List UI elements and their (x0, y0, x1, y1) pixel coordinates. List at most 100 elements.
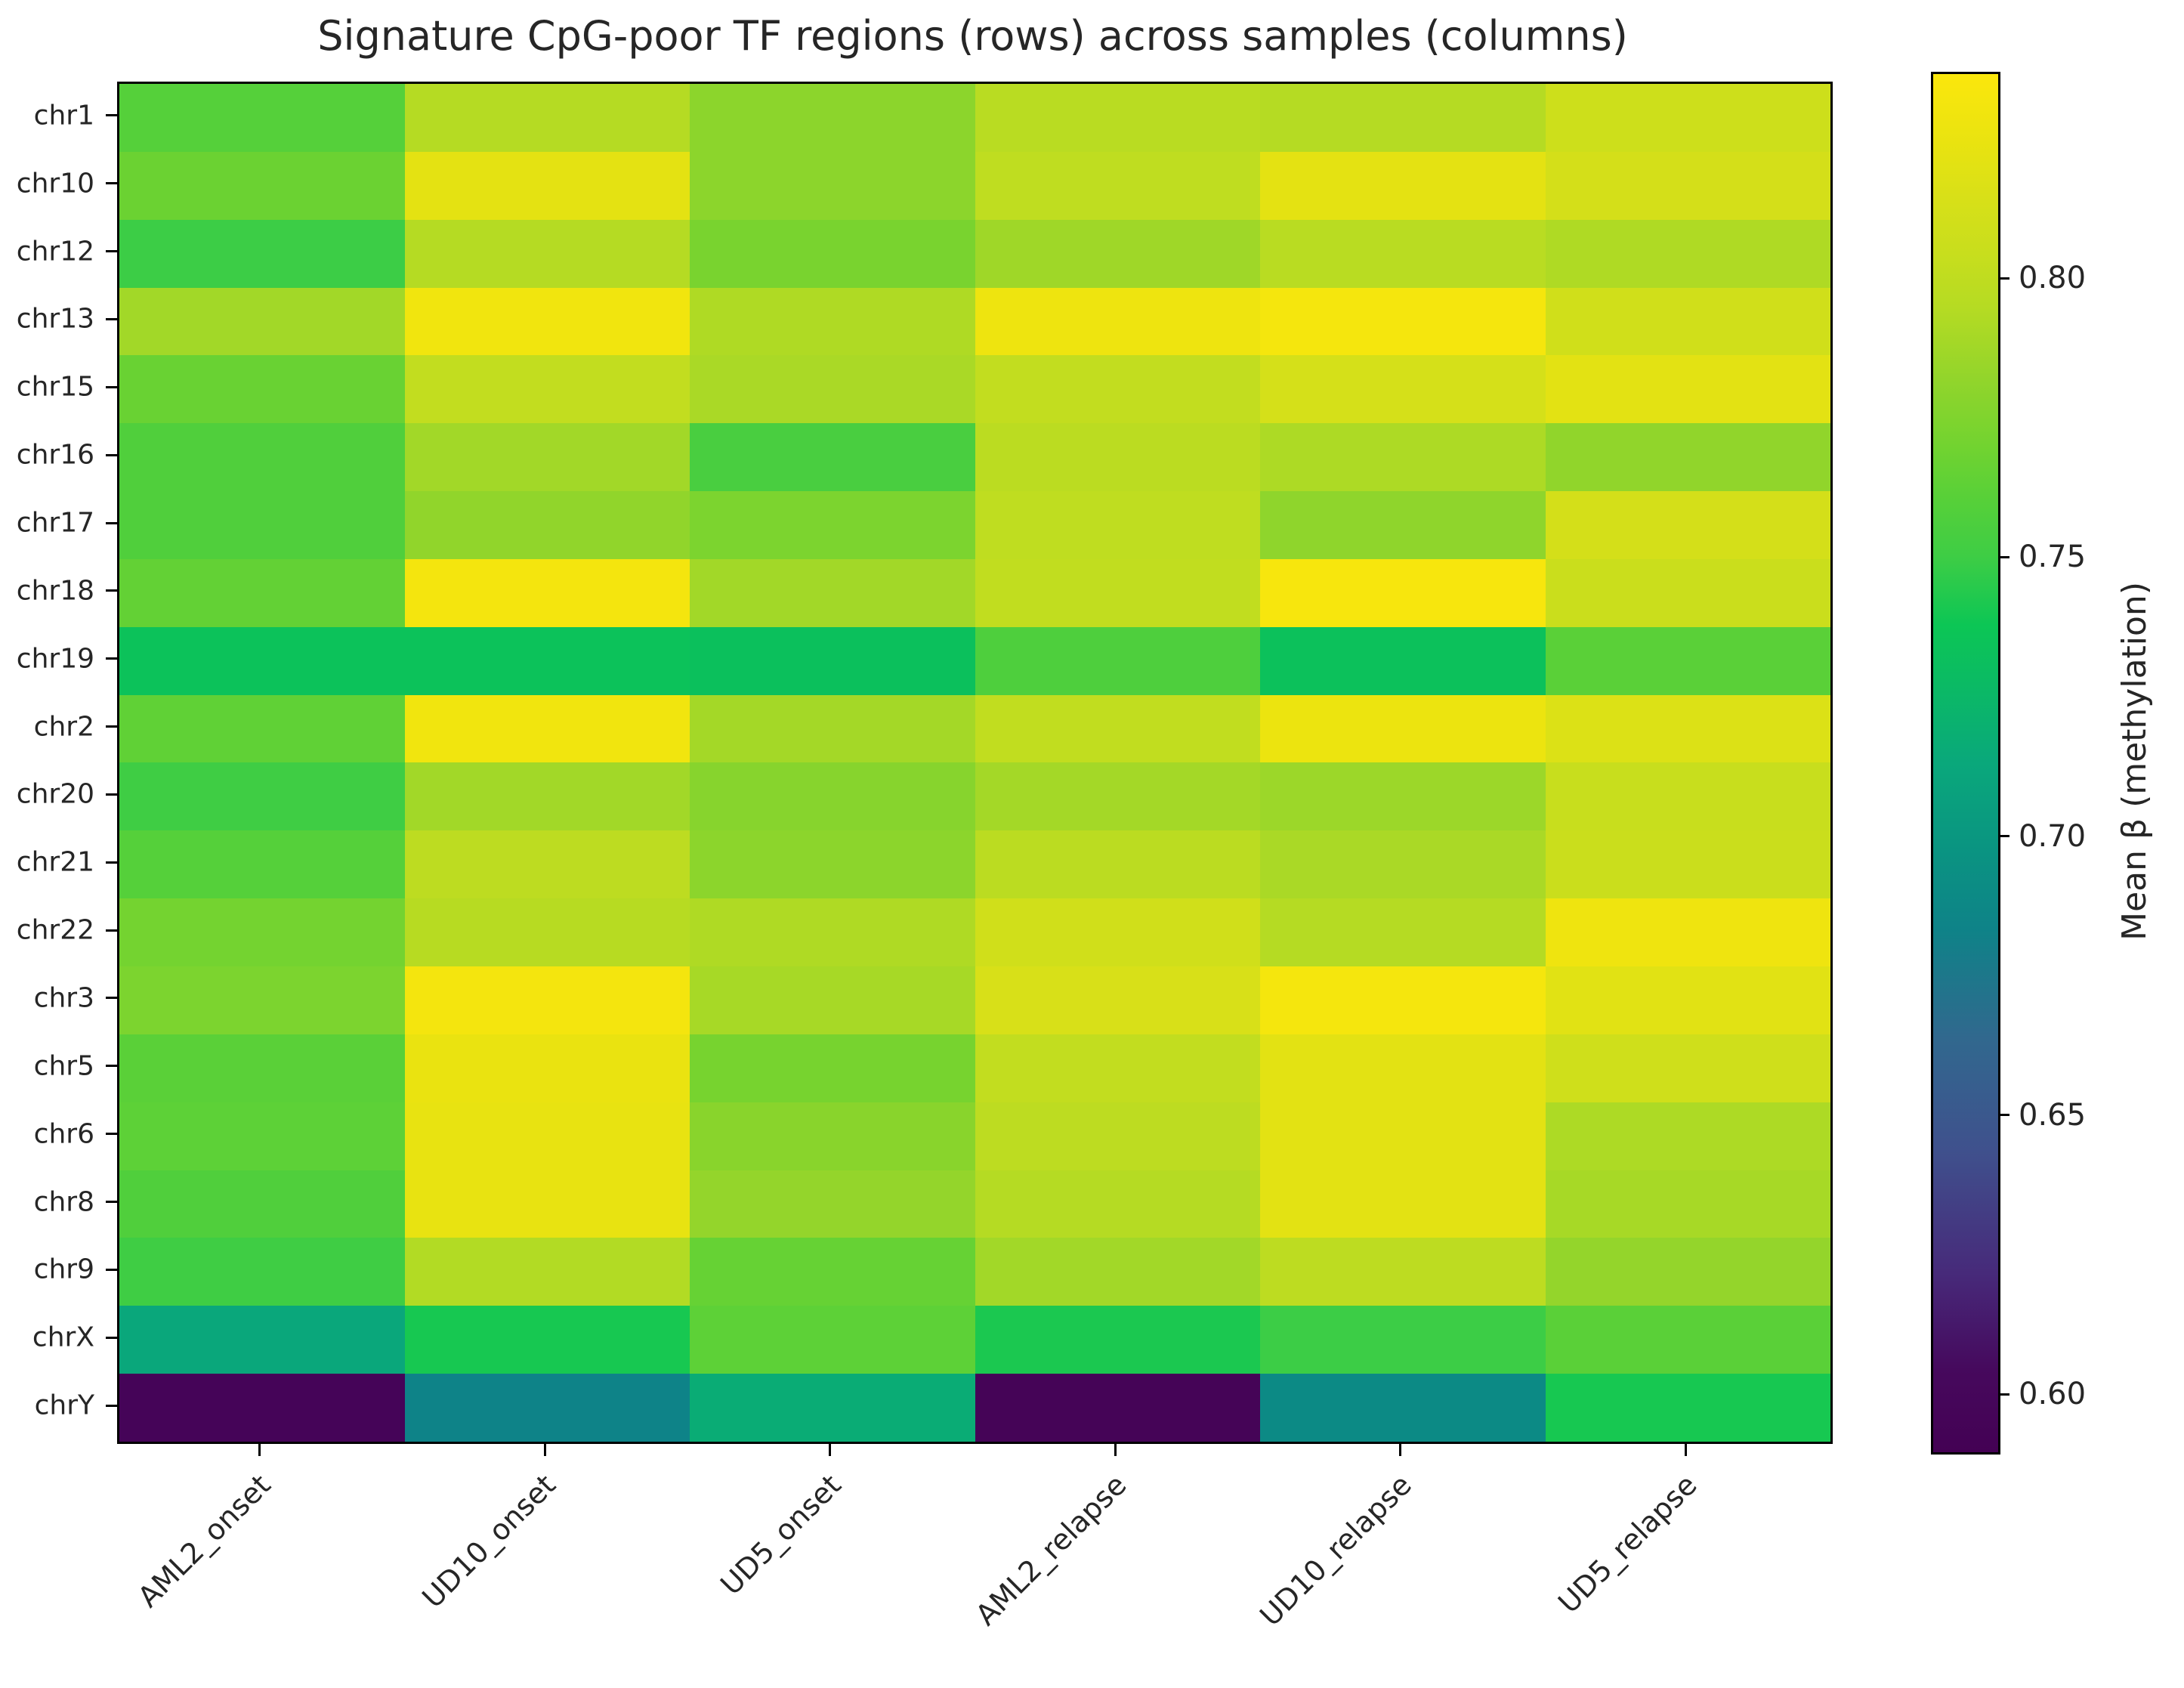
heatmap-cell (690, 558, 975, 627)
heatmap-cell (975, 762, 1260, 831)
heatmap-cell (1260, 694, 1546, 763)
heatmap-cell (404, 1306, 690, 1374)
y-tick-mark (106, 725, 117, 728)
heatmap-cell (119, 1374, 405, 1442)
heatmap-cell (119, 355, 405, 424)
heatmap-cell (690, 355, 975, 424)
heatmap-cell (404, 84, 690, 152)
heatmap-cell (1545, 491, 1830, 559)
y-tick-mark (106, 929, 117, 932)
heatmap-cell (1260, 1102, 1546, 1170)
heatmap-cell (975, 287, 1260, 356)
heatmap-cell (404, 423, 690, 492)
colorbar-tick-label: 0.70 (2019, 818, 2087, 854)
heatmap-cell (1545, 287, 1830, 356)
y-tick-label: chr22 (16, 914, 94, 946)
heatmap-cell (690, 1374, 975, 1442)
heatmap-cell (1260, 830, 1546, 899)
x-tick-mark (829, 1444, 832, 1456)
heatmap-cell (119, 1034, 405, 1102)
y-tick-label: chr19 (16, 643, 94, 675)
heatmap-cell (119, 151, 405, 220)
colorbar-tick-label: 0.75 (2019, 539, 2087, 575)
heatmap-cell (1260, 1374, 1546, 1442)
heatmap-cell (1260, 287, 1546, 356)
y-tick-mark (106, 250, 117, 253)
heatmap-cell (690, 694, 975, 763)
x-tick-label: AML2_relapse (968, 1468, 1133, 1632)
y-tick-mark (106, 114, 117, 117)
heatmap-cell (690, 1238, 975, 1306)
heatmap-cell (404, 491, 690, 559)
heatmap-cell (404, 966, 690, 1034)
y-tick-label: chr18 (16, 575, 94, 607)
heatmap-cell (119, 898, 405, 967)
heatmap-grid (119, 84, 1830, 1442)
heatmap-cell (404, 558, 690, 627)
heatmap-cell (1260, 558, 1546, 627)
heatmap-cell (1545, 966, 1830, 1034)
x-tick-label: UD5_relapse (1551, 1468, 1704, 1620)
colorbar-tick-label: 0.65 (2019, 1097, 2087, 1133)
heatmap-cell (1260, 762, 1546, 831)
y-tick-label: chrX (32, 1322, 94, 1353)
heatmap-cell (690, 1102, 975, 1170)
heatmap-cell (404, 151, 690, 220)
heatmap-cell (690, 219, 975, 288)
heatmap-cell (1260, 898, 1546, 967)
heatmap-cell (119, 558, 405, 627)
heatmap-cell (1260, 1170, 1546, 1238)
y-tick-label: chr5 (33, 1050, 94, 1082)
x-tick-mark (543, 1444, 546, 1456)
heatmap-cell (975, 1374, 1260, 1442)
y-tick-mark (106, 997, 117, 1000)
y-tick-mark (106, 182, 117, 185)
y-tick-label: chr6 (33, 1118, 94, 1150)
heatmap-cell (975, 1238, 1260, 1306)
heatmap-cell (1545, 1374, 1830, 1442)
heatmap-cell (404, 1034, 690, 1102)
heatmap-cell (1260, 219, 1546, 288)
heatmap-cell (690, 626, 975, 695)
heatmap-cell (975, 1102, 1260, 1170)
x-tick-mark (258, 1444, 261, 1456)
heatmap-cell (975, 966, 1260, 1034)
heatmap-cell (404, 830, 690, 899)
heatmap-cell (975, 355, 1260, 424)
heatmap-cell (1545, 762, 1830, 831)
y-tick-label: chr12 (16, 236, 94, 267)
colorbar-label-wrap: Mean β (methylation) (2108, 72, 2161, 1450)
y-tick-label: chr15 (16, 371, 94, 403)
x-tick-label: UD10_onset (415, 1468, 563, 1615)
heatmap-cell (1545, 1238, 1830, 1306)
heatmap-cell (1260, 966, 1546, 1034)
heatmap-cell (690, 151, 975, 220)
y-tick-label: chr20 (16, 778, 94, 810)
y-tick-mark (106, 657, 117, 660)
heatmap-cell (404, 1374, 690, 1442)
heatmap-cell (690, 966, 975, 1034)
heatmap-cell (404, 287, 690, 356)
heatmap-cell (690, 1170, 975, 1238)
heatmap-cell (975, 84, 1260, 152)
heatmap-cell (1545, 830, 1830, 899)
heatmap-cell (1260, 355, 1546, 424)
heatmap-cell (975, 558, 1260, 627)
heatmap-cell (119, 491, 405, 559)
heatmap-cell (690, 1306, 975, 1374)
heatmap-cell (1260, 423, 1546, 492)
heatmap-cell (690, 762, 975, 831)
heatmap-cell (1545, 1306, 1830, 1374)
heatmap-cell (1260, 84, 1546, 152)
colorbar-tick-mark (1998, 1393, 2009, 1396)
heatmap-cell (975, 491, 1260, 559)
heatmap-plot-area (117, 82, 1833, 1444)
heatmap-cell (1545, 1170, 1830, 1238)
y-tick-mark (106, 589, 117, 592)
heatmap-cell (1545, 1034, 1830, 1102)
y-tick-mark (106, 1065, 117, 1068)
heatmap-cell (1260, 1306, 1546, 1374)
y-tick-mark (106, 453, 117, 456)
y-tick-label: chrY (34, 1390, 94, 1421)
